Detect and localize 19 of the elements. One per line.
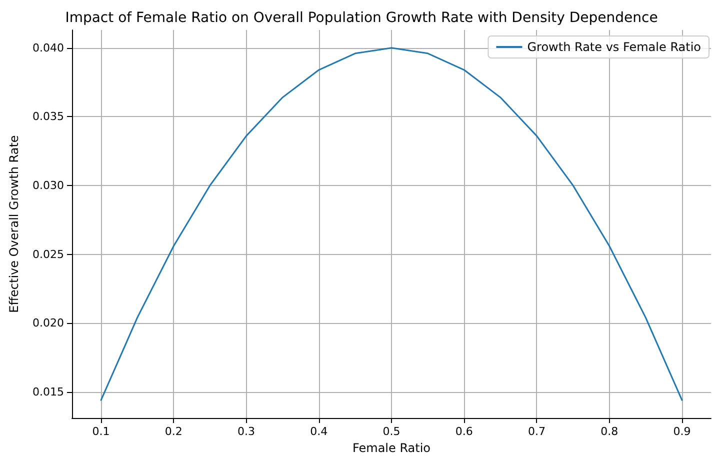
- x-tick-label: 0.7: [528, 425, 546, 438]
- x-tick-label: 0.6: [455, 425, 473, 438]
- x-tick-label: 0.4: [310, 425, 328, 438]
- y-tick-label: 0.040: [32, 41, 64, 54]
- x-tick-label: 0.3: [238, 425, 256, 438]
- x-tick-label: 0.5: [382, 425, 400, 438]
- y-tick-label: 0.025: [32, 248, 64, 261]
- x-axis-title: Female Ratio: [352, 441, 431, 455]
- legend-label: Growth Rate vs Female Ratio: [527, 40, 702, 54]
- x-tick-label: 0.8: [600, 425, 618, 438]
- x-tick-label: 0.9: [673, 425, 691, 438]
- y-tick-label: 0.035: [32, 110, 64, 124]
- y-axis-title: Effective Overall Growth Rate: [7, 135, 21, 313]
- chart-title: Impact of Female Ratio on Overall Population Growth Rate with Density Dependence: [65, 10, 658, 26]
- x-tick-label: 0.1: [92, 425, 110, 438]
- y-tick-label: 0.015: [32, 385, 64, 398]
- y-tick-label: 0.030: [32, 178, 64, 192]
- y-tick-label: 0.020: [32, 316, 64, 330]
- x-tick-label: 0.2: [164, 425, 182, 438]
